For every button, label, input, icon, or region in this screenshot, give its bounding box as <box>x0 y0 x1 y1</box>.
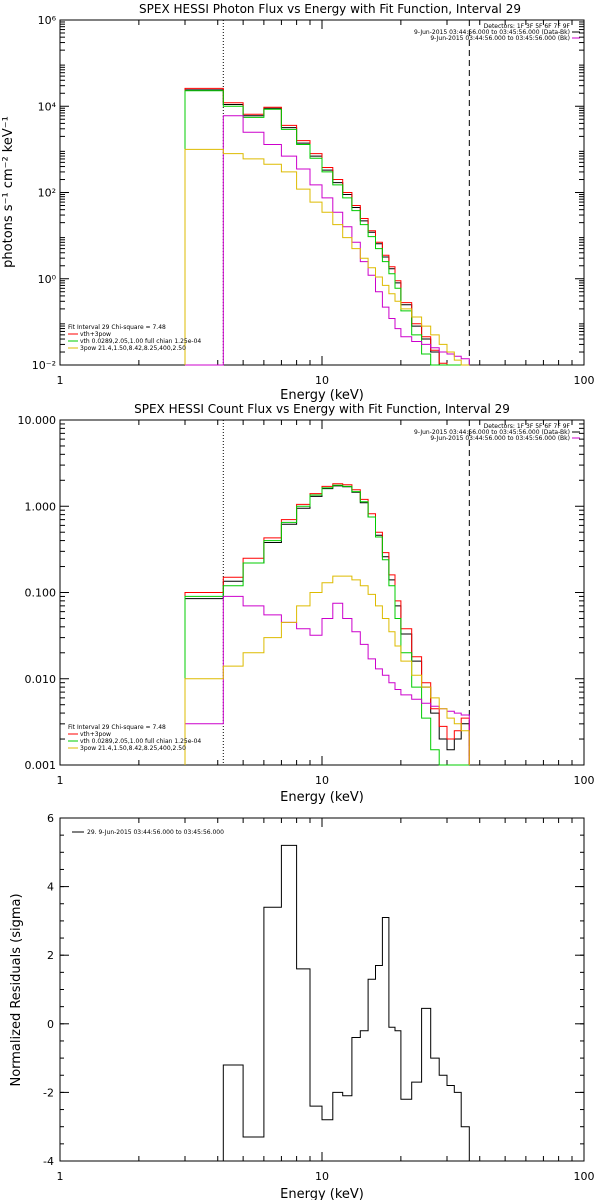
count-flux-series-vth <box>184 484 470 766</box>
count-flux-series-3pow <box>184 575 470 765</box>
photon-flux-ytick-label: 10⁴ <box>38 100 57 113</box>
residuals-xtick-label: 1 <box>57 1170 64 1183</box>
photon-flux-legend: Detectors: 1F 3F 5F 6F 7F 9F9-Jun-2015 0… <box>68 23 580 352</box>
count-flux-legend-bottom-text: Fit Interval 29 Chi-square = 7.48 <box>68 724 166 731</box>
count-flux-xtick-label: 10 <box>315 774 329 787</box>
residuals-ytick-label: 2 <box>47 949 54 962</box>
residuals-panel: Energy (keV) Normalized Residuals (sigma… <box>9 812 595 1200</box>
residuals-ytick-label: 0 <box>47 1018 54 1031</box>
count-flux-ytick-label: 1.000 <box>25 500 57 513</box>
count-flux-series-bk <box>184 595 470 765</box>
count-flux-legend-bottom-text: vth+3pow <box>80 731 111 738</box>
residuals-legend: 29. 9-Jun-2015 03:44:56.000 to 03:45:56.… <box>72 829 224 836</box>
count-flux-xtick-label: 100 <box>574 774 595 787</box>
count-flux-panel: SPEX HESSI Count Flux vs Energy with Fit… <box>18 402 595 805</box>
photon-flux-xlabel: Energy (keV) <box>280 388 364 403</box>
residuals-ytick-label: -2 <box>43 1086 54 1099</box>
count-flux-series <box>184 483 470 766</box>
photon-flux-legend-top-text: 9-Jun-2015 03:44:56.000 to 03:45:56.000 … <box>414 29 570 36</box>
count-flux-legend-bottom-text: 3pow 21.4,1.50,8.42,8.25,400,2.50 <box>80 745 186 752</box>
residuals-legend-text: 29. 9-Jun-2015 03:44:56.000 to 03:45:56.… <box>87 829 224 836</box>
photon-flux-ytick-label: 10⁻² <box>32 359 56 372</box>
residuals-xlabel: Energy (keV) <box>280 1187 364 1200</box>
count-flux-legend-top-text: 9-Jun-2015 03:44:56.000 to 03:45:56.000 … <box>430 435 570 442</box>
photon-flux-ytick-label: 10⁰ <box>38 273 57 286</box>
residuals-xtick-label: 10 <box>315 1170 329 1183</box>
photon-flux-legend-bottom-text: Fit Interval 29 Chi-square = 7.48 <box>68 324 166 331</box>
count-flux-xlabel: Energy (keV) <box>280 790 364 805</box>
photon-flux-legend-bottom-text: 3pow 21.4,1.50,8.42,8.25,400,2.50 <box>80 345 186 352</box>
count-flux-legend: Detectors: 1F 3F 5F 6F 7F 9F9-Jun-2015 0… <box>68 423 580 752</box>
photon-flux-series-vth-3pow <box>184 87 470 366</box>
count-flux-legend-top-text: 9-Jun-2015 03:44:56.000 to 03:45:56.000 … <box>414 429 570 436</box>
photon-flux-title: SPEX HESSI Photon Flux vs Energy with Fi… <box>139 2 521 16</box>
count-flux-ytick-label: 0.001 <box>25 759 57 772</box>
residuals-ylabel: Normalized Residuals (sigma) <box>9 893 24 1086</box>
count-flux-ticks: 1 10 100 0.001 0.010 0.100 1.000 10.000 <box>18 414 595 787</box>
photon-flux-ytick-label: 10² <box>38 187 56 200</box>
residuals-ticks: 1 10 100 -4 -2 0 2 4 6 <box>43 812 594 1183</box>
photon-flux-series-data-bk <box>184 89 470 366</box>
count-flux-ytick-label: 0.010 <box>25 673 57 686</box>
photon-flux-legend-bottom-text: vth 0.0289,2.05,1.00 full chian 1.25e-04 <box>80 338 201 345</box>
count-flux-title: SPEX HESSI Count Flux vs Energy with Fit… <box>134 402 510 416</box>
photon-flux-xtick-label: 100 <box>574 374 595 387</box>
photon-flux-series <box>184 87 470 366</box>
residuals-ytick-label: 6 <box>47 812 54 825</box>
photon-flux-ticks: 1 10 100 10⁻² 10⁰ 10² 10⁴ 10⁶ <box>32 14 595 387</box>
photon-flux-legend-top-text: Detectors: 1F 3F 5F 6F 7F 9F <box>484 23 571 30</box>
photon-flux-ytick-label: 10⁶ <box>38 14 57 27</box>
residuals-series <box>222 844 470 1161</box>
photon-flux-legend-bottom-text: vth+3pow <box>80 331 111 338</box>
photon-flux-ylabel: photons s⁻¹ cm⁻² keV⁻¹ <box>1 116 16 268</box>
photon-flux-xtick-label: 1 <box>57 374 64 387</box>
count-flux-xtick-label: 1 <box>57 774 64 787</box>
count-flux-series-vth-3pow <box>184 483 470 765</box>
count-flux-legend-top-text: Detectors: 1F 3F 5F 6F 7F 9F <box>484 423 571 430</box>
photon-flux-series-vth <box>184 90 470 366</box>
count-flux-legend-bottom-text: vth 0.0289,2.05,1.00 full chian 1.25e-04 <box>80 738 201 745</box>
count-flux-ytick-label: 10.000 <box>18 414 57 427</box>
photon-flux-series-3pow <box>184 148 470 366</box>
photon-flux-legend-top-text: 9-Jun-2015 03:44:56.000 to 03:45:56.000 … <box>430 35 570 42</box>
count-flux-series-data-bk <box>184 485 470 765</box>
residuals-xtick-label: 100 <box>574 1170 595 1183</box>
count-flux-ytick-label: 0.100 <box>25 587 57 600</box>
photon-flux-xtick-label: 10 <box>315 374 329 387</box>
residuals-ytick-label: -4 <box>43 1155 54 1168</box>
residuals-ytick-label: 4 <box>47 881 54 894</box>
photon-flux-panel: SPEX HESSI Photon Flux vs Energy with Fi… <box>1 2 595 403</box>
residuals-series-29- <box>222 844 470 1161</box>
